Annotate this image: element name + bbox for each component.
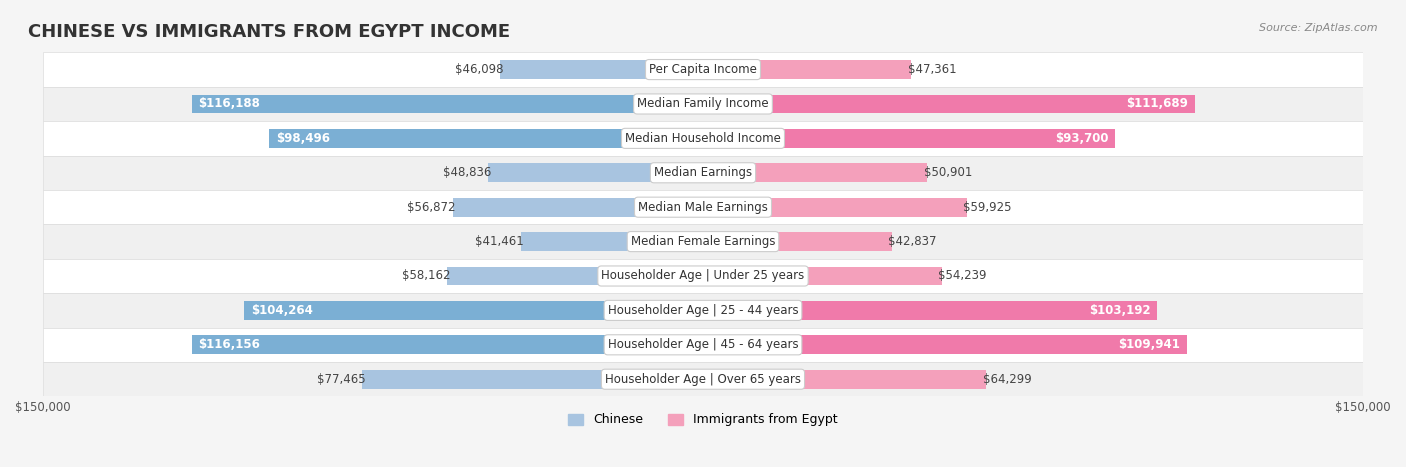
Bar <box>520 232 703 251</box>
Bar <box>42 190 1364 224</box>
Text: $77,465: $77,465 <box>316 373 366 386</box>
Text: $54,239: $54,239 <box>938 269 987 283</box>
Text: Median Male Earnings: Median Male Earnings <box>638 201 768 214</box>
Text: Per Capita Income: Per Capita Income <box>650 63 756 76</box>
Bar <box>270 129 703 148</box>
Bar <box>42 224 1364 259</box>
Bar <box>245 301 703 320</box>
Bar <box>703 94 1195 113</box>
Text: Householder Age | Over 65 years: Householder Age | Over 65 years <box>605 373 801 386</box>
Bar <box>703 301 1157 320</box>
Bar <box>703 370 986 389</box>
Text: Median Female Earnings: Median Female Earnings <box>631 235 775 248</box>
Text: $46,098: $46,098 <box>456 63 503 76</box>
Bar <box>42 362 1364 396</box>
Bar <box>703 198 967 217</box>
Bar <box>488 163 703 182</box>
Text: $58,162: $58,162 <box>402 269 450 283</box>
Text: $98,496: $98,496 <box>276 132 330 145</box>
Bar <box>42 121 1364 156</box>
Text: $59,925: $59,925 <box>963 201 1012 214</box>
Text: Median Family Income: Median Family Income <box>637 98 769 111</box>
Text: $47,361: $47,361 <box>908 63 956 76</box>
Text: $42,837: $42,837 <box>889 235 936 248</box>
Text: $109,941: $109,941 <box>1118 338 1180 351</box>
Bar <box>42 52 1364 87</box>
Text: $56,872: $56,872 <box>408 201 456 214</box>
Bar <box>703 163 927 182</box>
Text: $50,901: $50,901 <box>924 166 972 179</box>
Bar <box>453 198 703 217</box>
Text: Source: ZipAtlas.com: Source: ZipAtlas.com <box>1260 23 1378 33</box>
Text: $93,700: $93,700 <box>1056 132 1109 145</box>
Bar <box>363 370 703 389</box>
Text: CHINESE VS IMMIGRANTS FROM EGYPT INCOME: CHINESE VS IMMIGRANTS FROM EGYPT INCOME <box>28 23 510 42</box>
Bar <box>42 156 1364 190</box>
Text: $103,192: $103,192 <box>1088 304 1150 317</box>
Text: Median Earnings: Median Earnings <box>654 166 752 179</box>
Bar <box>703 129 1115 148</box>
Bar <box>501 60 703 79</box>
Text: $116,156: $116,156 <box>198 338 260 351</box>
Text: $48,836: $48,836 <box>443 166 491 179</box>
Bar <box>42 293 1364 328</box>
Bar <box>703 232 891 251</box>
Bar <box>42 87 1364 121</box>
Bar <box>447 267 703 285</box>
Bar <box>703 335 1187 354</box>
Text: Householder Age | 45 - 64 years: Householder Age | 45 - 64 years <box>607 338 799 351</box>
Bar <box>191 335 703 354</box>
Text: $111,689: $111,689 <box>1126 98 1188 111</box>
Text: $116,188: $116,188 <box>198 98 260 111</box>
Text: Householder Age | Under 25 years: Householder Age | Under 25 years <box>602 269 804 283</box>
Text: $64,299: $64,299 <box>983 373 1032 386</box>
Text: $104,264: $104,264 <box>250 304 312 317</box>
Bar <box>703 267 942 285</box>
Text: $41,461: $41,461 <box>475 235 524 248</box>
Text: Median Household Income: Median Household Income <box>626 132 780 145</box>
Text: Householder Age | 25 - 44 years: Householder Age | 25 - 44 years <box>607 304 799 317</box>
Bar <box>191 94 703 113</box>
Bar <box>703 60 911 79</box>
Bar <box>42 259 1364 293</box>
Legend: Chinese, Immigrants from Egypt: Chinese, Immigrants from Egypt <box>564 409 842 432</box>
Bar <box>42 328 1364 362</box>
